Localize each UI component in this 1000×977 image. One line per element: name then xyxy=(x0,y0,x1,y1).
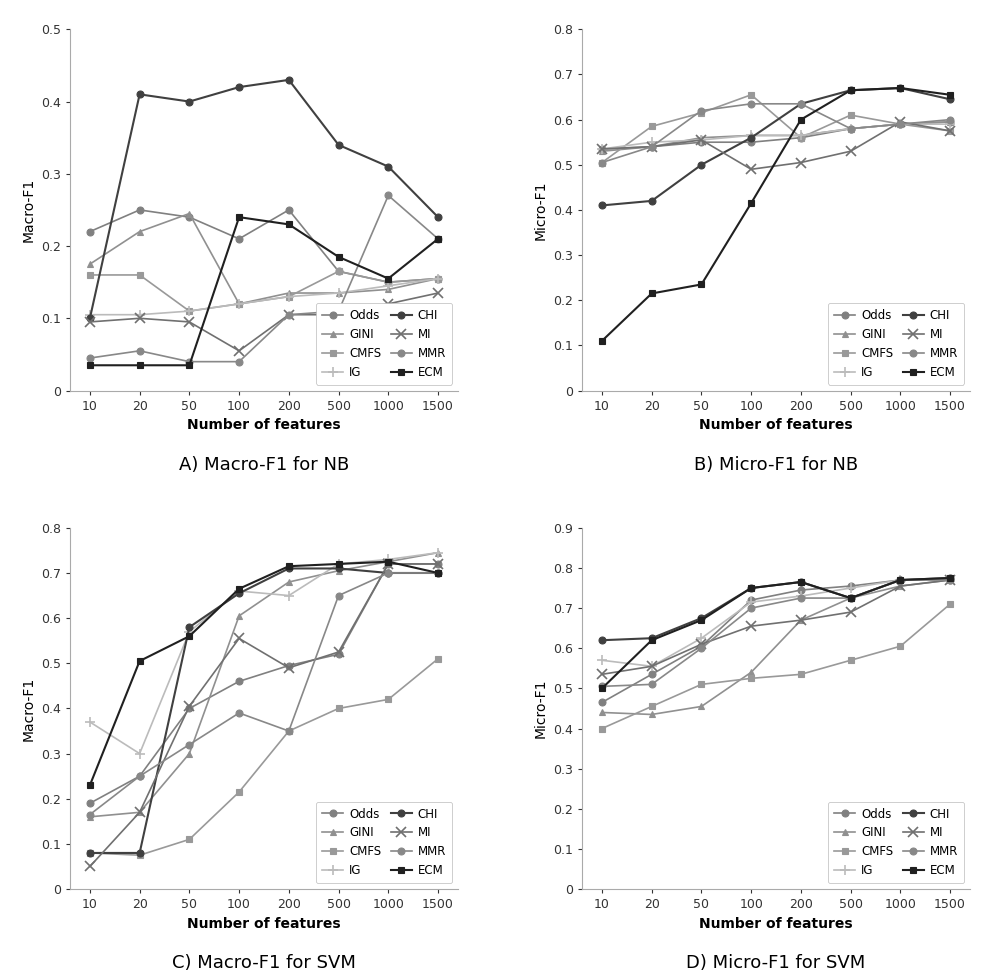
Text: D) Micro-F1 for SVM: D) Micro-F1 for SVM xyxy=(686,955,866,972)
X-axis label: Number of features: Number of features xyxy=(187,916,341,931)
Text: C) Macro-F1 for SVM: C) Macro-F1 for SVM xyxy=(172,955,356,972)
X-axis label: Number of features: Number of features xyxy=(187,418,341,432)
Text: A) Macro-F1 for NB: A) Macro-F1 for NB xyxy=(179,455,349,474)
Y-axis label: Micro-F1: Micro-F1 xyxy=(533,679,547,739)
Y-axis label: Macro-F1: Macro-F1 xyxy=(21,676,35,741)
Legend: Odds, GINI, CMFS, IG, CHI, MI, MMR, ECM: Odds, GINI, CMFS, IG, CHI, MI, MMR, ECM xyxy=(828,802,964,883)
Y-axis label: Micro-F1: Micro-F1 xyxy=(533,180,547,239)
Legend: Odds, GINI, CMFS, IG, CHI, MI, MMR, ECM: Odds, GINI, CMFS, IG, CHI, MI, MMR, ECM xyxy=(316,802,452,883)
Text: B) Micro-F1 for NB: B) Micro-F1 for NB xyxy=(694,455,858,474)
X-axis label: Number of features: Number of features xyxy=(699,418,853,432)
X-axis label: Number of features: Number of features xyxy=(699,916,853,931)
Legend: Odds, GINI, CMFS, IG, CHI, MI, MMR, ECM: Odds, GINI, CMFS, IG, CHI, MI, MMR, ECM xyxy=(316,303,452,385)
Y-axis label: Macro-F1: Macro-F1 xyxy=(21,178,35,242)
Legend: Odds, GINI, CMFS, IG, CHI, MI, MMR, ECM: Odds, GINI, CMFS, IG, CHI, MI, MMR, ECM xyxy=(828,303,964,385)
